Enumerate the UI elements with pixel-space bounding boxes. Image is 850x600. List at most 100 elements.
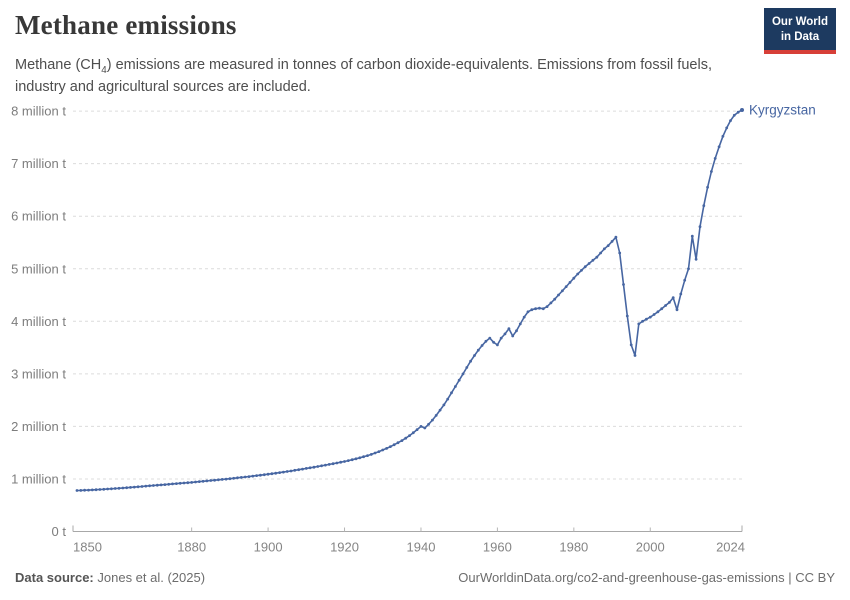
- data-point[interactable]: [125, 486, 129, 490]
- data-point[interactable]: [637, 322, 641, 326]
- data-point[interactable]: [534, 307, 537, 311]
- data-point[interactable]: [358, 456, 362, 460]
- data-point[interactable]: [251, 474, 255, 478]
- data-point[interactable]: [373, 451, 377, 455]
- series-end-label[interactable]: Kyrgyzstan: [749, 103, 816, 118]
- data-point[interactable]: [518, 322, 522, 326]
- data-point[interactable]: [293, 468, 297, 472]
- data-point[interactable]: [668, 301, 671, 304]
- data-point[interactable]: [561, 289, 564, 293]
- data-point[interactable]: [247, 475, 251, 478]
- data-point[interactable]: [591, 258, 595, 262]
- data-point[interactable]: [465, 366, 469, 369]
- data-point[interactable]: [526, 310, 530, 314]
- data-point[interactable]: [457, 378, 461, 382]
- data-point[interactable]: [511, 334, 515, 338]
- data-point[interactable]: [415, 428, 419, 431]
- data-point[interactable]: [614, 235, 618, 239]
- data-point[interactable]: [324, 463, 327, 467]
- data-point[interactable]: [140, 485, 144, 488]
- data-point[interactable]: [576, 272, 580, 276]
- data-point[interactable]: [102, 487, 106, 491]
- data-point[interactable]: [633, 354, 637, 357]
- data-point[interactable]: [266, 472, 270, 476]
- data-point[interactable]: [236, 476, 239, 480]
- data-point[interactable]: [396, 441, 400, 445]
- data-point[interactable]: [583, 265, 587, 268]
- data-point[interactable]: [572, 276, 576, 280]
- data-point[interactable]: [209, 479, 213, 482]
- data-point[interactable]: [316, 465, 320, 468]
- data-point[interactable]: [721, 134, 725, 138]
- data-point[interactable]: [698, 225, 702, 229]
- data-point[interactable]: [90, 488, 94, 492]
- data-point[interactable]: [671, 296, 675, 300]
- data-point[interactable]: [400, 439, 404, 442]
- data-point[interactable]: [289, 469, 293, 473]
- data-point[interactable]: [488, 336, 492, 340]
- data-line[interactable]: [76, 109, 743, 492]
- data-point[interactable]: [98, 488, 102, 491]
- data-point[interactable]: [580, 268, 583, 272]
- data-point[interactable]: [350, 458, 354, 462]
- data-point[interactable]: [262, 473, 266, 477]
- data-point[interactable]: [110, 487, 113, 491]
- data-point[interactable]: [438, 408, 442, 412]
- data-point[interactable]: [304, 467, 308, 470]
- data-point[interactable]: [740, 108, 744, 112]
- data-point[interactable]: [178, 481, 182, 485]
- data-point[interactable]: [679, 292, 683, 296]
- data-point[interactable]: [129, 486, 132, 489]
- data-point[interactable]: [404, 436, 408, 440]
- data-point[interactable]: [545, 305, 549, 308]
- data-point[interactable]: [427, 422, 430, 426]
- data-point[interactable]: [155, 483, 159, 487]
- data-point[interactable]: [454, 385, 457, 388]
- data-point[interactable]: [320, 464, 323, 468]
- data-point[interactable]: [148, 484, 152, 488]
- data-point[interactable]: [186, 481, 190, 485]
- data-point[interactable]: [473, 354, 476, 357]
- data-point[interactable]: [538, 306, 541, 310]
- data-point[interactable]: [366, 454, 369, 457]
- data-point[interactable]: [431, 418, 434, 422]
- data-point[interactable]: [595, 255, 599, 259]
- data-point[interactable]: [354, 457, 358, 461]
- data-point[interactable]: [297, 468, 301, 472]
- data-point[interactable]: [641, 319, 644, 323]
- data-point[interactable]: [450, 391, 453, 395]
- data-point[interactable]: [171, 482, 174, 486]
- data-point[interactable]: [587, 262, 591, 265]
- data-point[interactable]: [255, 474, 258, 477]
- data-point[interactable]: [687, 267, 690, 271]
- data-point[interactable]: [239, 476, 243, 479]
- data-point[interactable]: [335, 461, 339, 465]
- data-point[interactable]: [163, 483, 167, 486]
- data-point[interactable]: [228, 477, 232, 481]
- data-point[interactable]: [152, 484, 155, 487]
- data-point[interactable]: [132, 485, 136, 489]
- origin-url-link[interactable]: OurWorldinData.org/co2-and-greenhouse-ga…: [458, 570, 835, 585]
- data-point[interactable]: [217, 478, 220, 482]
- data-point[interactable]: [675, 308, 679, 312]
- data-point[interactable]: [442, 403, 446, 407]
- data-point[interactable]: [278, 471, 281, 474]
- data-point[interactable]: [713, 157, 717, 160]
- data-point[interactable]: [213, 478, 217, 482]
- data-point[interactable]: [557, 293, 560, 297]
- data-point[interactable]: [541, 307, 545, 311]
- data-point[interactable]: [327, 463, 331, 466]
- data-point[interactable]: [717, 145, 721, 149]
- data-point[interactable]: [167, 482, 171, 486]
- data-point[interactable]: [282, 470, 285, 474]
- data-point[interactable]: [702, 204, 706, 208]
- data-point[interactable]: [389, 445, 392, 448]
- owid-logo[interactable]: Our World in Data: [763, 8, 836, 54]
- data-point[interactable]: [496, 343, 499, 347]
- data-point[interactable]: [136, 485, 140, 489]
- data-point[interactable]: [385, 447, 388, 450]
- data-point[interactable]: [507, 327, 511, 331]
- data-point[interactable]: [87, 488, 90, 492]
- data-point[interactable]: [343, 460, 346, 463]
- data-point[interactable]: [159, 483, 163, 487]
